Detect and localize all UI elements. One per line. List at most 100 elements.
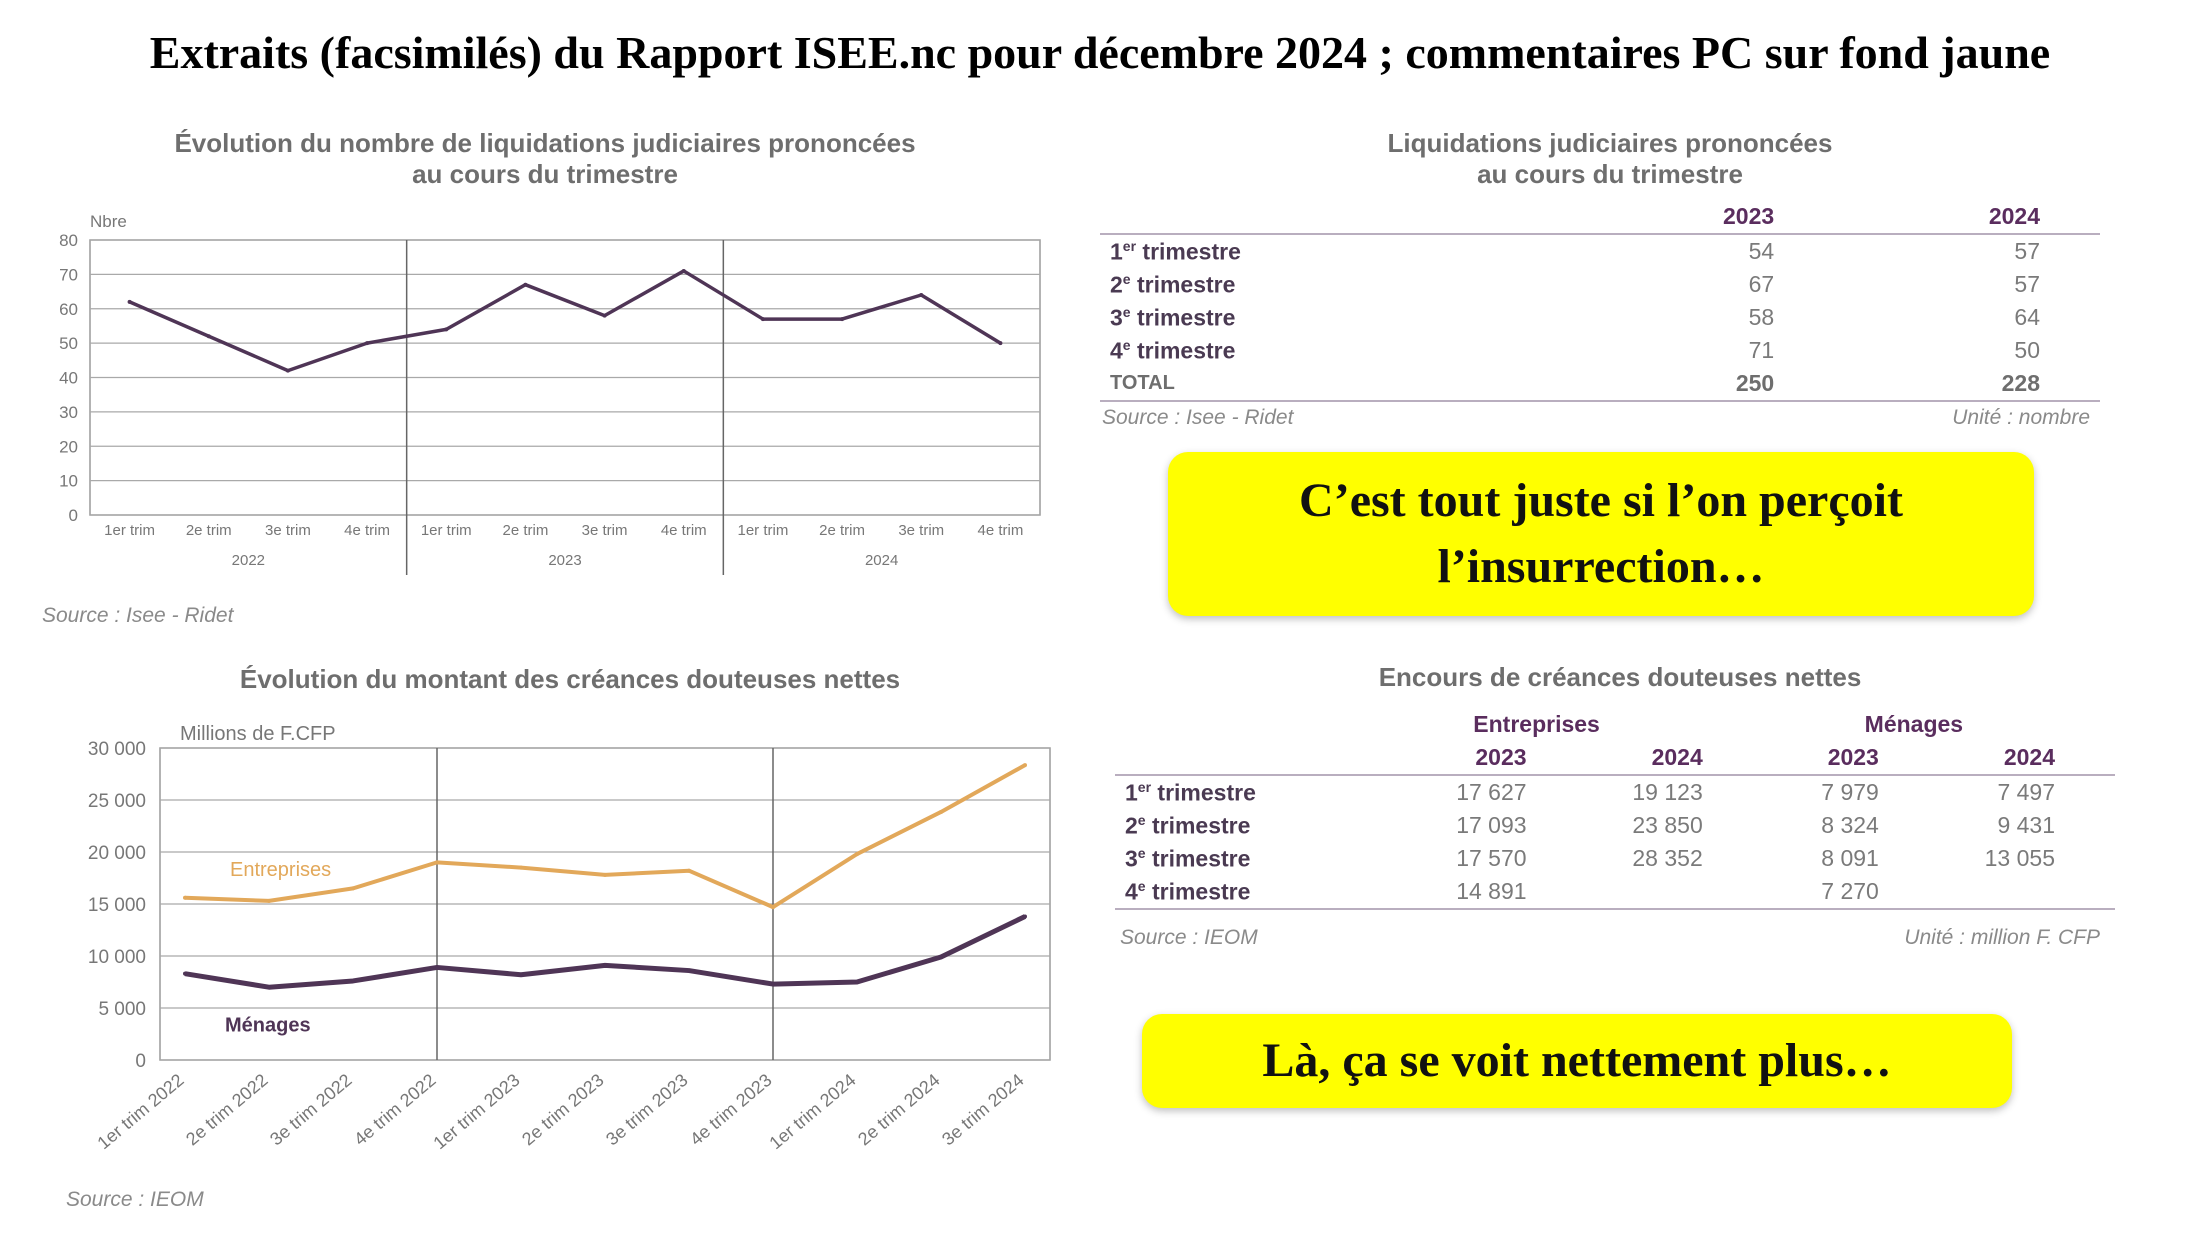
cell-m2024 <box>1889 875 2115 909</box>
data-point <box>603 963 607 968</box>
row-label-text: trimestre <box>1145 845 1251 872</box>
row-label-text: trimestre <box>1130 304 1236 331</box>
table-row: 3e trimestre 17 570 28 352 8 091 13 055 <box>1115 842 2115 875</box>
row-label: 1er trimestre <box>1100 234 1542 268</box>
cell-2023: 54 <box>1748 238 1775 264</box>
series-line <box>184 914 1027 990</box>
x-tick-label: 1er trim <box>737 522 788 539</box>
data-point <box>919 293 924 297</box>
data-point <box>183 895 187 900</box>
row-label: 3e trimestre <box>1100 301 1542 334</box>
data-point <box>939 955 943 960</box>
y-tick-label: 40 <box>59 369 78 388</box>
data-point <box>267 985 271 990</box>
y-tick-label: 50 <box>59 334 78 353</box>
data-point <box>602 313 607 318</box>
row-label-text: trimestre <box>1130 337 1236 364</box>
creances-col-m2023: 2023 <box>1827 744 1879 770</box>
comment-2-text: Là, ça se voit nettement plus… <box>1262 1034 1892 1087</box>
cell-e2023: 17 627 <box>1456 779 1527 805</box>
y-tick-label: 10 000 <box>88 947 146 968</box>
y-axis-label: Nbre <box>90 212 127 231</box>
x-tick-label: 2e trim <box>186 522 232 539</box>
data-point <box>435 965 439 970</box>
liquidations-table-title-line1: Liquidations judiciaires prononcées <box>1387 128 1833 158</box>
x-tick-label: 1er trim 2024 <box>765 1070 859 1153</box>
row-ordinal: 3 <box>1110 304 1123 331</box>
data-point <box>519 865 523 870</box>
table-row: 4e trimestre 14 891 7 270 <box>1115 875 2115 909</box>
row-ordinal-suffix: e <box>1137 877 1146 894</box>
table-row: 2e trimestre 67 57 <box>1100 268 2100 301</box>
table-row: 4e trimestre 71 50 <box>1100 334 2100 367</box>
row-label: 1er trimestre <box>1115 775 1360 809</box>
cell-2024: 57 <box>2014 271 2040 297</box>
row-label: 4e trimestre <box>1100 334 1542 367</box>
data-point <box>523 282 528 287</box>
row-label: 4e trimestre <box>1115 875 1360 909</box>
x-tick-label: 3e trim <box>265 522 311 539</box>
y-tick-label: 20 000 <box>88 843 146 864</box>
row-label-text: trimestre <box>1136 238 1241 265</box>
cell-m2023: 8 091 <box>1821 845 1879 871</box>
liquidations-line-chart: 0 10 20 30 40 50 60 70 80 Nbre 2022 2023 2024 1er tri… <box>59 212 1041 575</box>
y-tick-label: 60 <box>59 300 78 319</box>
data-point <box>998 341 1003 346</box>
data-point <box>351 978 355 983</box>
cell-m2024: 13 055 <box>1984 845 2055 871</box>
x-tick-label: 1er trim <box>421 522 472 539</box>
data-point <box>840 317 845 322</box>
data-point <box>285 368 290 373</box>
y-tick-label: 0 <box>69 506 78 525</box>
liquidations-table-unit: Unité : nombre <box>1952 406 2090 429</box>
data-point <box>127 299 132 304</box>
cell-e2024: 19 123 <box>1632 779 1703 805</box>
data-point <box>603 872 607 877</box>
creances-line-chart: 0 5 000 10 000 15 000 20 000 25 000 30 000 Mill… <box>88 723 1051 1153</box>
series-line <box>184 763 1026 910</box>
row-label: 2e trimestre <box>1115 809 1360 842</box>
cell-e2023: 14 891 <box>1456 878 1527 904</box>
data-point <box>687 868 691 873</box>
data-point <box>365 341 370 346</box>
table-row: 1er trimestre 54 57 <box>1100 234 2100 268</box>
cell-m2023: 8 324 <box>1821 812 1879 838</box>
data-point <box>939 809 943 814</box>
cell-e2023: 17 570 <box>1456 845 1527 871</box>
data-point <box>444 327 449 332</box>
liquidations-table-title-line2: au cours du trimestre <box>1477 159 1743 189</box>
row-label: 2e trimestre <box>1100 268 1542 301</box>
cell-2023: 71 <box>1748 337 1775 363</box>
row-label-text: trimestre <box>1145 812 1251 839</box>
creances-table-title: Encours de créances douteuses nettes <box>1120 662 2120 693</box>
y-tick-label: 0 <box>135 1051 146 1072</box>
data-point <box>681 268 686 273</box>
x-tick-label: 4e trim 2022 <box>350 1070 440 1150</box>
data-point <box>351 886 355 891</box>
row-ordinal-suffix: er <box>1137 778 1152 795</box>
comment-callout-2: Là, ça se voit nettement plus… <box>1142 1014 2012 1108</box>
y-tick-label: 70 <box>59 265 78 284</box>
cell-e2024: 28 352 <box>1632 845 1703 871</box>
y-tick-label: 30 <box>59 403 78 422</box>
table-row: 2e trimestre 17 093 23 850 8 324 9 431 <box>1115 809 2115 842</box>
page-title: Extraits (facsimilés) du Rapport ISEE.nc… <box>149 27 2051 78</box>
data-point <box>267 898 271 903</box>
total-label: TOTAL <box>1110 372 1175 394</box>
data-point <box>771 905 775 910</box>
creances-col-e2023: 2023 <box>1475 744 1527 770</box>
row-ordinal: 3 <box>1125 845 1138 872</box>
total-2024: 228 <box>2001 370 2040 396</box>
cell-m2024: 7 497 <box>1997 779 2055 805</box>
table-row: 1er trimestre 17 627 19 123 7 979 7 497 <box>1115 775 2115 809</box>
y-tick-label: 5 000 <box>98 999 146 1020</box>
x-tick-label: 3e trim <box>582 522 628 539</box>
y-tick-label: 30 000 <box>88 739 146 760</box>
data-point <box>435 860 439 865</box>
total-row: TOTAL 250 228 <box>1100 367 2100 401</box>
row-label-text: trimestre <box>1130 271 1236 298</box>
comment-1-text: C’est tout juste si l’on perçoit l’insur… <box>1299 474 1903 593</box>
creances-chart-title-text: Évolution du montant des créances douteu… <box>239 664 901 694</box>
data-point <box>519 972 523 977</box>
x-tick-label: 1er trim <box>104 522 155 539</box>
